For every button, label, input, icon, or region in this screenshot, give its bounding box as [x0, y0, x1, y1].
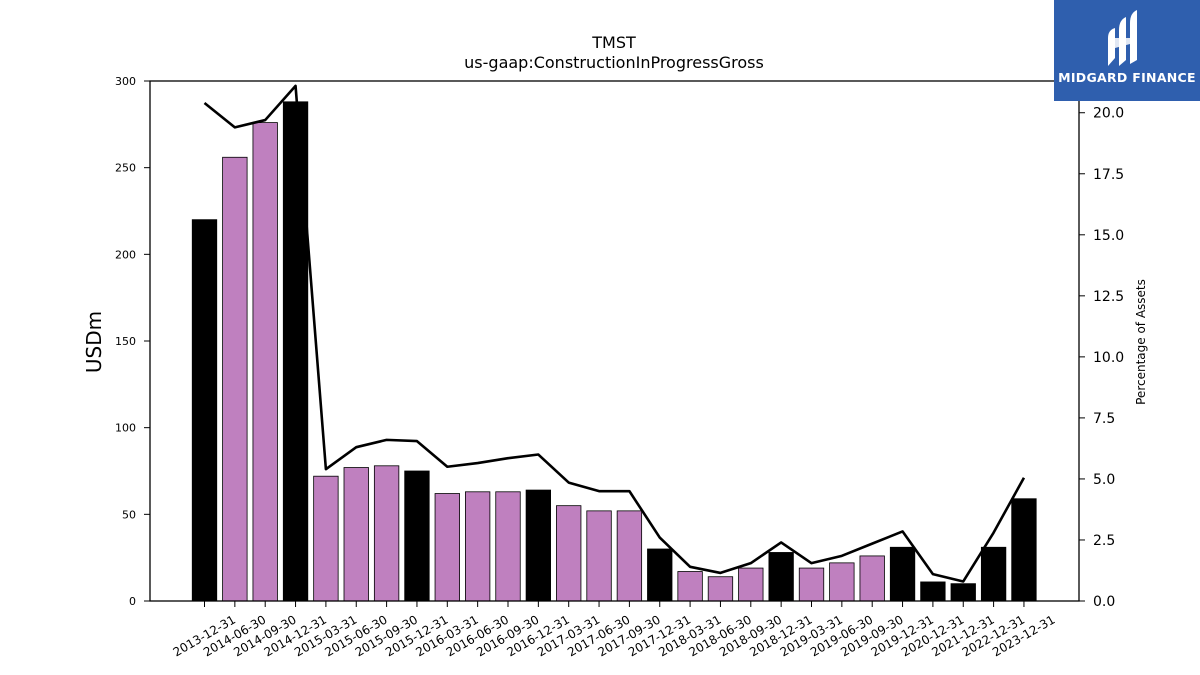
bar-2015-09-30 — [373, 465, 400, 602]
y-tick-label: 300 — [115, 75, 136, 88]
bar-2015-06-30 — [343, 467, 369, 602]
bar-2014-09-30 — [252, 122, 278, 602]
y-tick-label: 100 — [115, 422, 136, 435]
bar-2017-06-30 — [586, 510, 612, 602]
chart-title: TMST — [591, 33, 636, 52]
y-tick-label: 150 — [115, 335, 136, 348]
bar-2023-12-31 — [1011, 498, 1037, 602]
bar-2016-09-30 — [495, 491, 521, 602]
midgard-logo-icon — [1108, 10, 1137, 66]
y2-tick-label: 2.5 — [1093, 533, 1115, 549]
bar-2018-09-30 — [738, 567, 764, 602]
brand-logo: MIDGARD FINANCE — [1054, 0, 1200, 101]
bar-2016-12-31 — [525, 489, 551, 602]
percentage-line — [203, 84, 1026, 583]
y-tick-label: 50 — [122, 508, 136, 521]
bar-2019-03-31 — [798, 567, 825, 602]
bar-2017-12-31 — [647, 548, 673, 602]
y2-tick-label: 0.0 — [1093, 594, 1115, 610]
chart-subtitle: us-gaap:ConstructionInProgressGross — [464, 53, 764, 72]
y2-axis-label: Percentage of Assets — [1134, 279, 1148, 405]
y2-tick-label: 5.0 — [1093, 472, 1115, 488]
y-tick-label: 0 — [129, 595, 136, 608]
y-axis-label: USDm — [82, 311, 106, 373]
logo-text: MIDGARD FINANCE — [1058, 70, 1196, 85]
y2-tick-label: 10.0 — [1093, 350, 1124, 366]
bar-2013-12-31 — [191, 219, 218, 602]
y2-tick-label: 12.5 — [1093, 289, 1124, 305]
bar-2019-06-30 — [829, 562, 855, 602]
bar-2017-03-31 — [556, 505, 582, 602]
y2-tick-label: 15.0 — [1093, 228, 1124, 244]
bar-2017-09-30 — [616, 510, 643, 602]
y-tick-label: 200 — [115, 248, 136, 261]
bar-2015-12-31 — [404, 470, 430, 602]
bar-2016-03-31 — [434, 493, 460, 602]
bar-2019-12-31 — [889, 546, 916, 602]
bar-2016-06-30 — [464, 491, 491, 602]
bar-2020-12-31 — [920, 581, 946, 602]
y2-tick-label: 7.5 — [1093, 411, 1115, 427]
bar-2022-12-31 — [980, 546, 1007, 602]
bar-2018-06-30 — [707, 576, 734, 602]
bar-2015-03-31 — [313, 475, 339, 602]
y2-tick-label: 20.0 — [1093, 106, 1124, 122]
y-tick-label: 250 — [115, 162, 136, 175]
y2-tick-label: 17.5 — [1093, 167, 1124, 183]
line-group — [203, 84, 1026, 583]
bars-group — [191, 101, 1037, 602]
bar-2018-12-31 — [768, 552, 794, 602]
bar-2014-12-31 — [282, 101, 309, 602]
bar-2019-09-30 — [859, 555, 885, 602]
bar-2018-03-31 — [677, 571, 703, 602]
bar-2021-12-31 — [950, 583, 976, 602]
bar-2014-06-30 — [222, 156, 248, 602]
